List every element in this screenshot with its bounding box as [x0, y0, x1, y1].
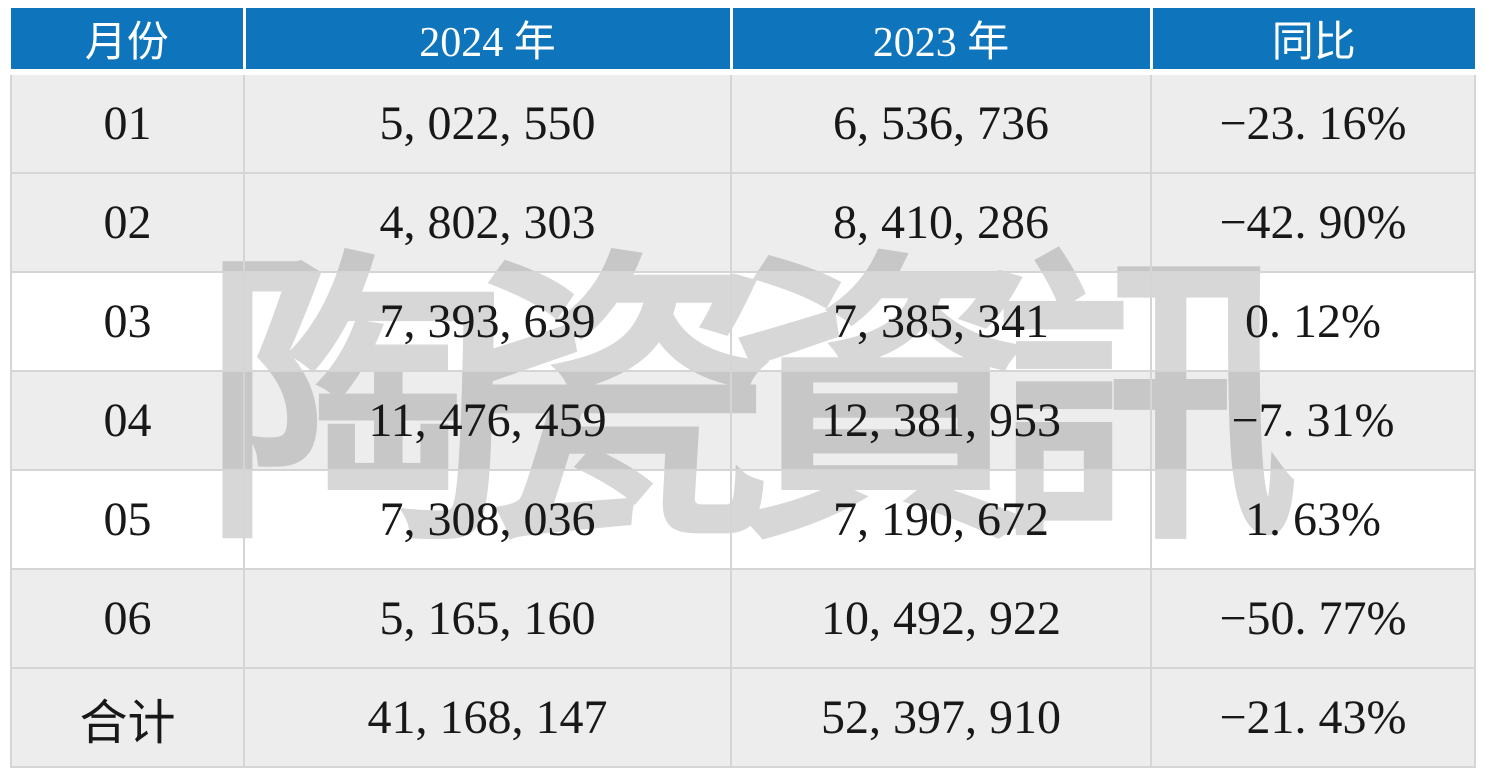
- column-header-yoy-label: 同比: [1271, 20, 1356, 66]
- value-2024: 5, 022, 550: [379, 97, 596, 150]
- value-2023: 6, 536, 736: [833, 97, 1049, 150]
- value-2023-cell: 7, 385, 341: [730, 271, 1152, 372]
- value-2023-cell: 7, 190, 672: [730, 469, 1152, 570]
- value-2023: 7, 190, 672: [833, 493, 1049, 546]
- month-value: 02: [103, 196, 152, 249]
- yoy-value: −21. 43%: [1219, 691, 1407, 744]
- column-header-yoy: 同比: [1149, 8, 1475, 75]
- month-value: 06: [103, 592, 152, 645]
- column-header-2024-label: 2024 年: [419, 20, 556, 66]
- value-2023-cell: 52, 397, 910: [730, 667, 1152, 768]
- value-2024-cell: 4, 802, 303: [243, 172, 732, 273]
- table-row-01: 01 5, 022, 550 6, 536, 736 −23. 16%: [10, 71, 1476, 174]
- month-value: 05: [103, 493, 152, 546]
- value-2024: 11, 476, 459: [368, 394, 607, 447]
- yoy-value: 1. 63%: [1245, 493, 1381, 546]
- value-2023: 12, 381, 953: [821, 394, 1061, 447]
- month-cell: 01: [10, 71, 245, 174]
- yoy-cell: −42. 90%: [1150, 172, 1476, 273]
- value-2024: 5, 165, 160: [379, 592, 596, 645]
- value-2024-cell: 41, 168, 147: [243, 667, 732, 768]
- table-row-total: 合计 41, 168, 147 52, 397, 910 −21. 43%: [10, 667, 1476, 768]
- month-cell: 05: [10, 469, 245, 570]
- yoy-cell: 1. 63%: [1150, 469, 1476, 570]
- yoy-cell: −21. 43%: [1150, 667, 1476, 768]
- month-cell: 03: [10, 271, 245, 372]
- monthly-comparison-table: 月份 2024 年 2023 年 同比 01 5, 022, 550 6, 53…: [10, 8, 1476, 768]
- yoy-value: −50. 77%: [1219, 592, 1407, 645]
- table-row-03: 03 7, 393, 639 7, 385, 341 0. 12%: [10, 271, 1476, 372]
- month-value: 03: [103, 295, 152, 348]
- table-row-06: 06 5, 165, 160 10, 492, 922 −50. 77%: [10, 568, 1476, 669]
- month-cell: 02: [10, 172, 245, 273]
- table-row-02: 02 4, 802, 303 8, 410, 286 −42. 90%: [10, 172, 1476, 273]
- yoy-value: 0. 12%: [1245, 295, 1381, 348]
- value-2024-cell: 7, 308, 036: [243, 469, 732, 570]
- value-2023-cell: 10, 492, 922: [730, 568, 1152, 669]
- yoy-cell: −7. 31%: [1150, 370, 1476, 471]
- value-2023: 10, 492, 922: [821, 592, 1061, 645]
- column-header-month: 月份: [11, 8, 244, 75]
- month-value: 04: [103, 394, 152, 447]
- value-2023-cell: 8, 410, 286: [730, 172, 1152, 273]
- column-header-2023-label: 2023 年: [872, 20, 1010, 66]
- header-row: 月份 2024 年 2023 年 同比: [11, 8, 1475, 75]
- value-2024-cell: 7, 393, 639: [243, 271, 732, 372]
- yoy-value: −7. 31%: [1231, 394, 1395, 447]
- yoy-value: −42. 90%: [1219, 196, 1407, 249]
- column-header-2023: 2023 年: [729, 8, 1151, 75]
- value-2024: 41, 168, 147: [367, 691, 608, 744]
- month-cell: 04: [10, 370, 245, 471]
- value-2023: 52, 397, 910: [821, 691, 1061, 744]
- month-cell: 06: [10, 568, 245, 669]
- column-header-2024: 2024 年: [242, 8, 731, 75]
- table-row-05: 05 7, 308, 036 7, 190, 672 1. 63%: [10, 469, 1476, 570]
- value-2024: 4, 802, 303: [379, 196, 596, 249]
- month-cell: 合计: [10, 667, 245, 768]
- value-2024-cell: 5, 165, 160: [243, 568, 732, 669]
- value-2024: 7, 308, 036: [379, 493, 596, 546]
- column-header-month-label: 月份: [84, 20, 169, 66]
- yoy-cell: 0. 12%: [1150, 271, 1476, 372]
- table-row-04: 04 11, 476, 459 12, 381, 953 −7. 31%: [10, 370, 1476, 471]
- yoy-value: −23. 16%: [1219, 97, 1407, 150]
- value-2024-cell: 5, 022, 550: [243, 71, 732, 174]
- yoy-cell: −50. 77%: [1150, 568, 1476, 669]
- value-2023: 7, 385, 341: [833, 295, 1049, 348]
- month-value: 合计: [79, 696, 176, 750]
- value-2023-cell: 12, 381, 953: [730, 370, 1152, 471]
- month-value: 01: [103, 97, 152, 150]
- value-2023: 8, 410, 286: [833, 196, 1049, 249]
- value-2024-cell: 11, 476, 459: [243, 370, 732, 471]
- value-2024: 7, 393, 639: [379, 295, 596, 348]
- value-2023-cell: 6, 536, 736: [730, 71, 1152, 174]
- yoy-cell: −23. 16%: [1150, 71, 1476, 174]
